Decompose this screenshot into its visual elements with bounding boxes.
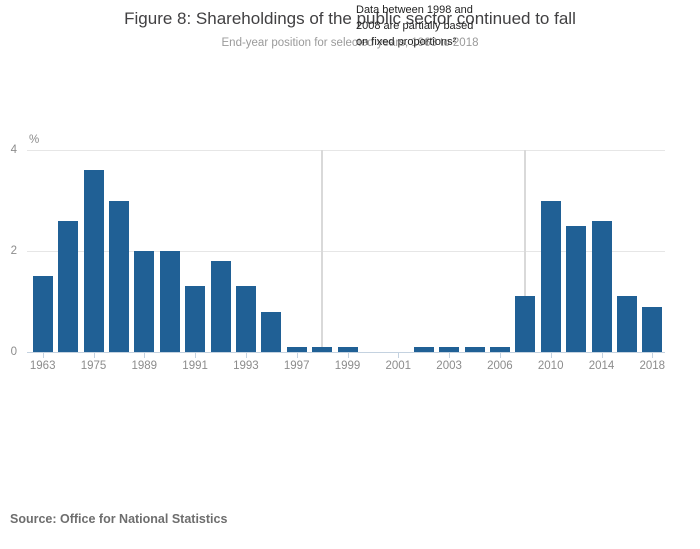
chart-title: Figure 8: Shareholdings of the public se…: [124, 9, 576, 28]
bar-1963: [32, 276, 53, 352]
bar-1992: [210, 261, 231, 352]
y-axis-label-2: 2: [10, 245, 17, 257]
bar-2016: [616, 296, 637, 352]
annotation-line-3: on fixed proportions²: [356, 36, 457, 48]
bar-1998: [312, 346, 333, 352]
bar-1999: [337, 346, 358, 352]
x-tick-2006: [499, 353, 501, 358]
bar-1994: [261, 311, 282, 352]
x-tick-2014: [601, 353, 603, 358]
source-note: Source: Office for National Statistics: [10, 512, 228, 526]
bar-2012: [566, 225, 587, 352]
x-tick-2003: [449, 353, 451, 358]
bar-2014: [591, 220, 612, 352]
y-axis-unit-label: %: [29, 134, 40, 146]
annotation-line-1: Data between 1998 and: [356, 4, 473, 16]
bar-1969: [58, 220, 79, 352]
x-axis-label-1989: 1989: [131, 360, 158, 372]
x-axis-line: [27, 352, 665, 353]
x-tick-2018: [652, 353, 654, 358]
y-axis-label-0: 0: [10, 346, 17, 358]
x-axis-label-1991: 1991: [182, 360, 208, 372]
x-axis-label-2003: 2003: [436, 360, 462, 372]
bar-1990: [159, 251, 180, 352]
annotation-line-2: 2008 are partially based: [356, 20, 474, 32]
x-axis-label-1999: 1999: [334, 360, 361, 372]
x-tick-2001: [398, 353, 400, 358]
x-axis-label-1963: 1963: [29, 360, 56, 372]
bar-2018: [642, 306, 663, 352]
annotation-marker-line-1998: [321, 150, 324, 352]
annotation-marker-line-2008: [524, 150, 527, 352]
x-axis-label-2018: 2018: [639, 360, 666, 372]
annotation-note: Data between 1998 and 2008 are partially…: [356, 2, 516, 50]
chart-subtitle: End-year position for selected years, 19…: [221, 37, 479, 49]
x-tick-1989: [144, 353, 146, 358]
bar-2008: [515, 296, 536, 352]
gridline-4: [27, 150, 665, 151]
bar-1981: [108, 200, 129, 352]
x-tick-1999: [347, 353, 349, 358]
bar-2003: [439, 346, 460, 352]
x-axis-label-1975: 1975: [80, 360, 107, 372]
x-tick-1963: [42, 353, 44, 358]
x-axis-label-1997: 1997: [283, 360, 310, 372]
bar-2006: [489, 346, 510, 352]
x-axis-label-2001: 2001: [385, 360, 412, 372]
x-axis-label-2014: 2014: [588, 360, 615, 372]
bar-2002: [413, 346, 434, 352]
x-tick-1993: [245, 353, 247, 358]
bar-1989: [134, 251, 155, 352]
bar-2004: [464, 346, 485, 352]
bar-1975: [83, 170, 104, 352]
x-tick-1975: [93, 353, 95, 358]
x-tick-1997: [296, 353, 298, 358]
x-tick-2010: [550, 353, 552, 358]
x-axis-label-2010: 2010: [537, 360, 564, 372]
gridline-2: [27, 251, 665, 252]
bar-1993: [235, 286, 256, 352]
x-tick-1991: [195, 353, 197, 358]
y-axis-label-4: 4: [10, 144, 17, 156]
bar-1991: [185, 286, 206, 352]
bar-1997: [286, 346, 307, 352]
bar-2010: [540, 200, 561, 352]
x-axis-label-1993: 1993: [233, 360, 259, 372]
x-axis-label-2006: 2006: [487, 360, 513, 372]
